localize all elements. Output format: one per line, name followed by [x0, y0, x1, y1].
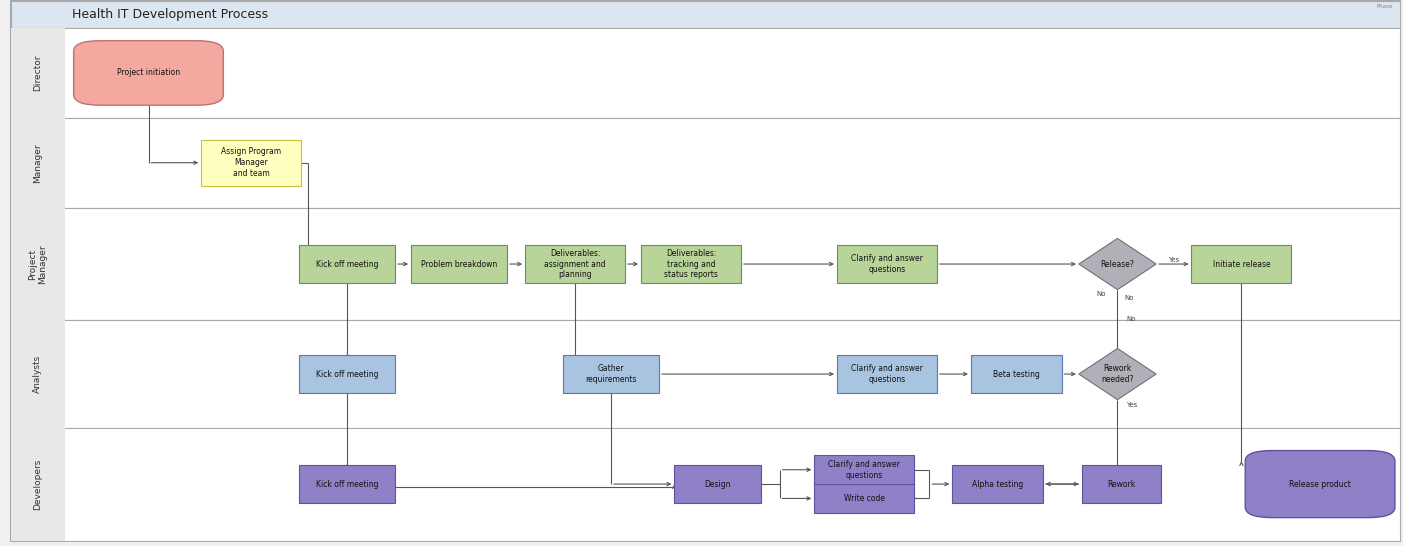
Text: Director: Director [34, 55, 42, 91]
Text: Alpha testing: Alpha testing [972, 479, 1023, 489]
FancyBboxPatch shape [563, 355, 659, 393]
Polygon shape [1079, 348, 1156, 400]
Text: Kick off meeting: Kick off meeting [316, 259, 379, 269]
Text: Yes: Yes [1125, 402, 1138, 408]
Text: Clarify and answer
questions: Clarify and answer questions [852, 254, 923, 274]
Text: Manager: Manager [34, 143, 42, 182]
Text: No: No [1096, 291, 1106, 297]
FancyBboxPatch shape [525, 245, 624, 283]
Text: Problem breakdown: Problem breakdown [421, 259, 497, 269]
FancyBboxPatch shape [838, 355, 937, 393]
FancyBboxPatch shape [971, 355, 1062, 393]
Text: Clarify and answer
questions: Clarify and answer questions [852, 364, 923, 384]
Text: Clarify and answer
questions: Clarify and answer questions [828, 460, 901, 479]
Text: Developers: Developers [34, 459, 42, 510]
Text: Rework: Rework [1107, 479, 1135, 489]
FancyBboxPatch shape [11, 28, 65, 118]
FancyBboxPatch shape [11, 207, 65, 321]
Text: Kick off meeting: Kick off meeting [316, 479, 379, 489]
Text: Write code: Write code [843, 494, 885, 503]
FancyBboxPatch shape [641, 245, 741, 283]
Text: No: No [1127, 316, 1136, 322]
FancyBboxPatch shape [73, 41, 223, 105]
Text: Deliverables:
assignment and
planning: Deliverables: assignment and planning [544, 249, 606, 280]
FancyBboxPatch shape [675, 465, 760, 503]
Text: Release?: Release? [1100, 259, 1135, 269]
Text: Phase: Phase [1376, 4, 1393, 9]
FancyBboxPatch shape [11, 321, 65, 428]
Text: Assign Program
Manager
and team: Assign Program Manager and team [222, 147, 281, 178]
FancyBboxPatch shape [953, 465, 1042, 503]
Text: Kick off meeting: Kick off meeting [316, 370, 379, 378]
FancyBboxPatch shape [1191, 245, 1291, 283]
Text: Initiate release: Initiate release [1212, 259, 1270, 269]
Text: Design: Design [704, 479, 731, 489]
Text: Beta testing: Beta testing [993, 370, 1040, 378]
Text: Rework
needed?: Rework needed? [1101, 364, 1134, 384]
FancyBboxPatch shape [11, 428, 1400, 541]
Polygon shape [1079, 239, 1156, 290]
FancyBboxPatch shape [11, 207, 1400, 321]
Text: Release product: Release product [1289, 479, 1351, 489]
FancyBboxPatch shape [11, 1, 1400, 541]
FancyBboxPatch shape [201, 140, 302, 186]
FancyBboxPatch shape [11, 28, 1400, 118]
Text: Project
Manager: Project Manager [28, 244, 48, 284]
FancyBboxPatch shape [11, 428, 65, 541]
Text: Project initiation: Project initiation [116, 68, 180, 78]
FancyBboxPatch shape [299, 355, 396, 393]
FancyBboxPatch shape [299, 465, 396, 503]
FancyBboxPatch shape [11, 118, 1400, 207]
FancyBboxPatch shape [299, 245, 396, 283]
FancyBboxPatch shape [814, 484, 915, 513]
Text: Deliverables:
tracking and
status reports: Deliverables: tracking and status report… [664, 249, 718, 280]
Text: No: No [1124, 295, 1134, 301]
FancyBboxPatch shape [814, 455, 915, 485]
FancyBboxPatch shape [11, 118, 65, 207]
FancyBboxPatch shape [11, 1, 1400, 28]
Text: Yes: Yes [1169, 257, 1180, 263]
Text: Health IT Development Process: Health IT Development Process [72, 8, 268, 21]
FancyBboxPatch shape [1082, 465, 1162, 503]
FancyBboxPatch shape [838, 245, 937, 283]
Text: Gather
requirements: Gather requirements [585, 364, 637, 384]
FancyBboxPatch shape [411, 245, 506, 283]
FancyBboxPatch shape [1246, 450, 1395, 518]
Text: Analysts: Analysts [34, 355, 42, 393]
FancyBboxPatch shape [11, 321, 1400, 428]
